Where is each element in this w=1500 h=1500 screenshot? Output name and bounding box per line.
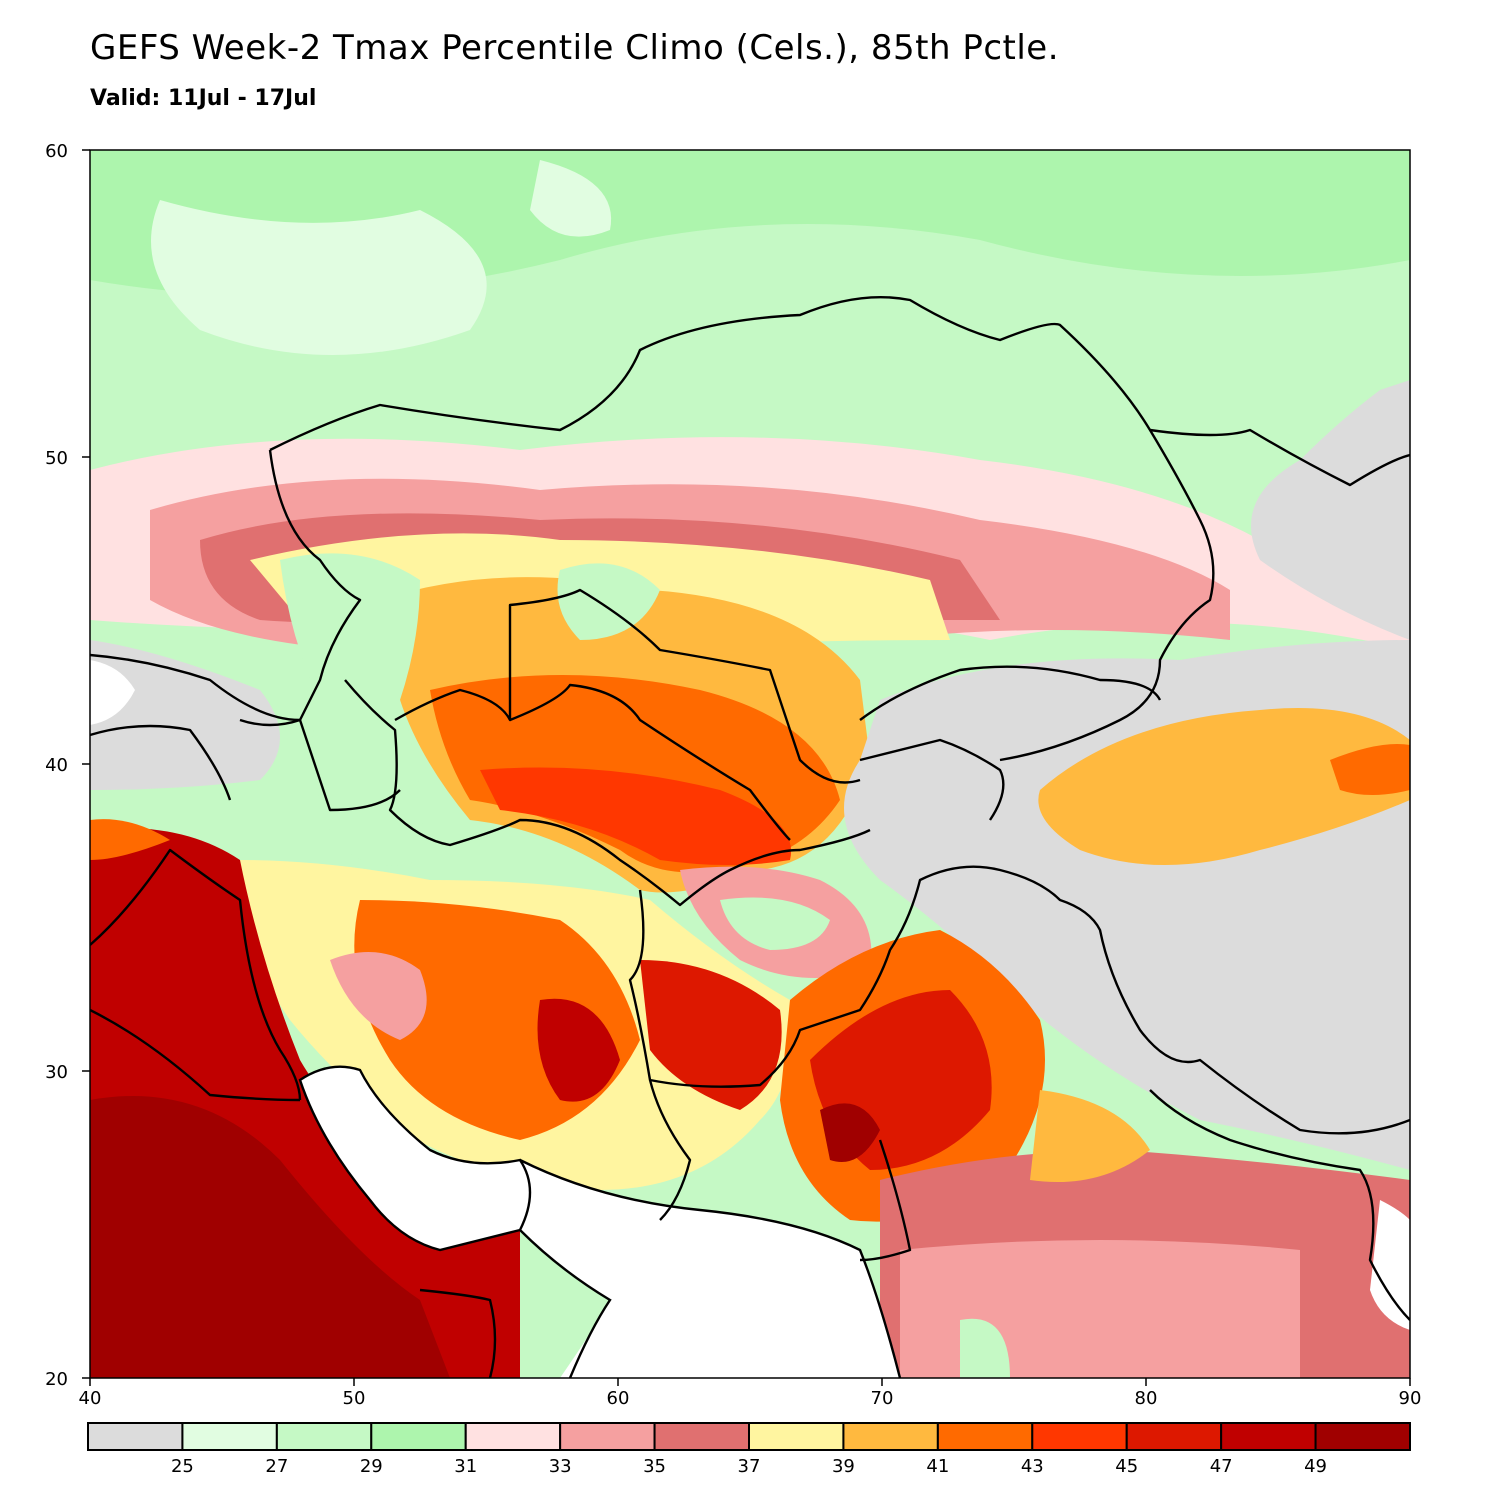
kyrgyz-border (859, 665, 1162, 721)
colorbar-label: 27 (265, 1456, 288, 1477)
turkey-south (90, 819, 170, 860)
valid-dates: Valid: 11Jul - 17Jul (90, 86, 317, 111)
colorbar-label: 29 (360, 1456, 383, 1477)
colorbar-swatch (1220, 1422, 1317, 1451)
pak-india-south-border (859, 1139, 912, 1262)
bay-of-bengal (1370, 1200, 1410, 1330)
colorbar-swatch (1031, 1422, 1128, 1451)
caucasus-zone (90, 640, 280, 790)
colorbar-swatch (1314, 1422, 1411, 1451)
colorbar-swatch (181, 1422, 278, 1451)
colorbar-swatch (275, 1422, 373, 1451)
colorbar-labels: 25 27 29 31 33 35 37 39 41 43 45 47 49 (171, 1456, 1327, 1477)
coastlines (298, 1065, 902, 1378)
rub-al-khali (90, 1096, 450, 1378)
lon-tick-label: 80 (1135, 1388, 1158, 1409)
persian-gulf (300, 1066, 530, 1250)
oman-coast (519, 1229, 612, 1378)
mongolia-zone (1251, 380, 1410, 640)
colorbar-label: 25 (171, 1456, 194, 1477)
oman-border (419, 1288, 497, 1378)
lon-tick-label: 60 (607, 1388, 630, 1409)
tarim-hot-spot (1330, 744, 1410, 795)
zone-25 (151, 200, 487, 355)
iraq-border (90, 848, 302, 1101)
arabian-sea (520, 1160, 900, 1378)
sindh-core (820, 1103, 880, 1162)
lat-tick-label: 20 (45, 1369, 68, 1390)
colorbar-label: 35 (643, 1456, 666, 1477)
colorbar-label: 31 (454, 1456, 477, 1477)
colorbar-swatch (653, 1422, 750, 1451)
turkey-border (90, 724, 232, 801)
zagros-zone (330, 952, 427, 1040)
colorbar-swatch (936, 1422, 1034, 1451)
colorbar-swatch (370, 1422, 467, 1451)
hindu-kush-cool (720, 897, 830, 950)
zone-25b (530, 160, 612, 237)
map-field (90, 150, 1410, 1378)
uzbek-turkmen-border (509, 683, 791, 841)
nepal-bangladesh-border (1149, 1089, 1410, 1321)
caucasus-border (90, 653, 401, 812)
tajik-border (859, 738, 1005, 821)
colorbar-label: 37 (738, 1456, 761, 1477)
colorbar-label: 47 (1210, 1456, 1233, 1477)
afghan-pak-india-border (628, 865, 1410, 1135)
tarim-basin (1038, 708, 1410, 865)
kazakhstan-north-border (269, 295, 1410, 487)
colorbar-label: 33 (549, 1456, 572, 1477)
saudi-iraq-border (90, 1008, 301, 1102)
colorbar-label: 39 (832, 1456, 855, 1477)
black-sea (90, 660, 135, 725)
caspian-zone (280, 553, 423, 866)
colorbar (87, 1422, 1411, 1451)
axis-ticks (82, 149, 1411, 1386)
country-borders (90, 295, 1410, 1378)
lat-tick-label: 60 (45, 141, 68, 162)
colorbar-swatch (748, 1422, 845, 1451)
colorbar-swatch (1125, 1422, 1223, 1451)
colorbar-label: 45 (1115, 1456, 1138, 1477)
afghan-south (640, 960, 782, 1110)
china-west-border (999, 429, 1215, 762)
lon-tick-label: 90 (1399, 1388, 1422, 1409)
chart-title: GEFS Week-2 Tmax Percentile Climo (Cels.… (90, 28, 1060, 68)
colorbar-swatch (842, 1422, 939, 1451)
colorbar-swatch (87, 1422, 184, 1451)
gangetic-zone (1030, 1090, 1150, 1182)
colorbar-swatch (464, 1422, 562, 1451)
lon-tick-label: 70 (871, 1388, 894, 1409)
lut-desert (537, 998, 620, 1102)
colorbar-swatch (559, 1422, 656, 1451)
lat-tick-label: 40 (45, 755, 68, 776)
colorbar-label: 49 (1304, 1456, 1327, 1477)
lat-tick-label: 30 (45, 1062, 68, 1083)
coastal-cool (960, 1318, 1010, 1378)
zone-45 (480, 767, 792, 865)
colorbar-label: 43 (1021, 1456, 1044, 1477)
lon-tick-label: 50 (343, 1388, 366, 1409)
turkmenistan-iran-border (344, 679, 871, 907)
gulf-coast (298, 1065, 532, 1252)
aral-zone (557, 563, 660, 640)
colorbar-label: 41 (926, 1456, 949, 1477)
uzbekistan-border (394, 588, 861, 784)
lat-tick-label: 50 (45, 448, 68, 469)
lon-tick-label: 40 (79, 1388, 102, 1409)
makran-coast (519, 1158, 902, 1378)
